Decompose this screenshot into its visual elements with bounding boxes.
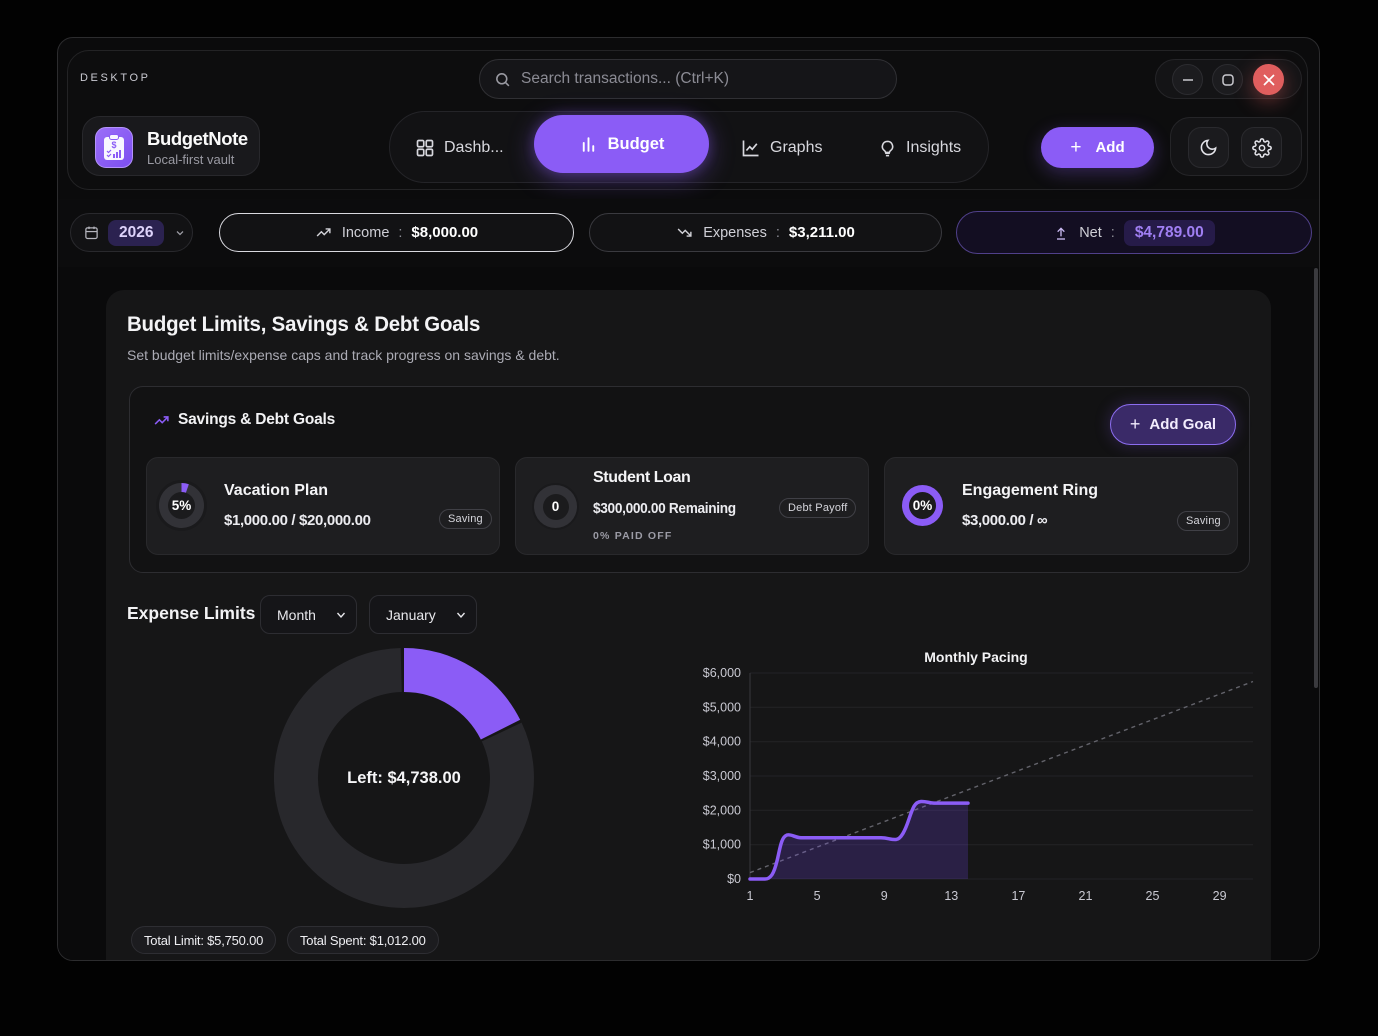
svg-text:$4,000: $4,000 (703, 735, 741, 749)
svg-text:$2,000: $2,000 (703, 803, 741, 817)
svg-text:Monthly Pacing: Monthly Pacing (924, 649, 1027, 665)
svg-text:21: 21 (1079, 889, 1093, 903)
svg-text:$1,000: $1,000 (703, 838, 741, 852)
svg-text:$: $ (111, 140, 116, 150)
svg-text:29: 29 (1213, 889, 1227, 903)
svg-text:$0: $0 (727, 872, 741, 886)
svg-text:$6,000: $6,000 (703, 666, 741, 680)
svg-text:5: 5 (814, 889, 821, 903)
svg-text:9: 9 (881, 889, 888, 903)
svg-text:25: 25 (1146, 889, 1160, 903)
svg-text:$3,000: $3,000 (703, 769, 741, 783)
svg-text:1: 1 (747, 889, 754, 903)
svg-text:13: 13 (944, 889, 958, 903)
svg-text:17: 17 (1011, 889, 1025, 903)
svg-text:$5,000: $5,000 (703, 700, 741, 714)
